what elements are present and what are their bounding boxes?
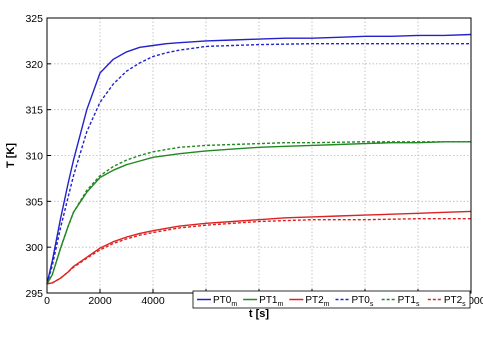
legend-entry: PT1m [259,295,283,308]
x-axis-label: t [s] [249,308,270,320]
series-line-pt2-m [46,210,472,285]
series-line-pt0-m [46,33,472,284]
legend-label: PT1 [398,295,417,306]
legend-label: PT0 [352,295,371,306]
legend-subscript: s [370,301,374,308]
y-tick-label: 315 [25,105,43,117]
y-tick-label: 325 [25,13,43,25]
legend-subscript: s [462,301,466,308]
legend-subscript: m [324,301,330,308]
legend-label: PT1 [259,295,278,306]
y-tick-label: 300 [25,242,43,254]
legend-label: PT0 [213,295,232,306]
y-tick-label: 320 [25,59,43,71]
legend-subscript: s [416,301,420,308]
y-tick-label: 305 [25,196,43,208]
x-tick-label: 4000 [141,295,165,307]
series-line-pt2-s [46,217,471,285]
legend-entry: PT2s [444,295,466,308]
x-tick-label: 2000 [88,295,112,307]
y-tick-label: 310 [25,151,43,163]
series-line-pt1-s [46,141,471,285]
legend-box [192,290,471,309]
legend-label: PT2 [444,295,463,306]
series-line-pt0-s [46,43,471,284]
y-axis-ticks: 295 300 305 310 315 320 325 [25,13,51,300]
y-axis-label: T [K] [5,143,17,168]
legend-subscript: m [231,301,237,308]
series-layer [46,33,472,285]
x-tick-label: 0 [44,295,50,307]
legend-subscript: m [278,301,284,308]
legend-entry: PT0s [352,295,374,308]
legend: PT0m PT1m PT2m PT0s PT1s PT2s [192,290,471,309]
legend-label: PT2 [305,295,324,306]
y-tick-label: 295 [25,288,43,300]
legend-entry: PT2m [305,295,329,308]
legend-entry: PT0m [213,295,237,308]
legend-entry: PT1s [398,295,420,308]
